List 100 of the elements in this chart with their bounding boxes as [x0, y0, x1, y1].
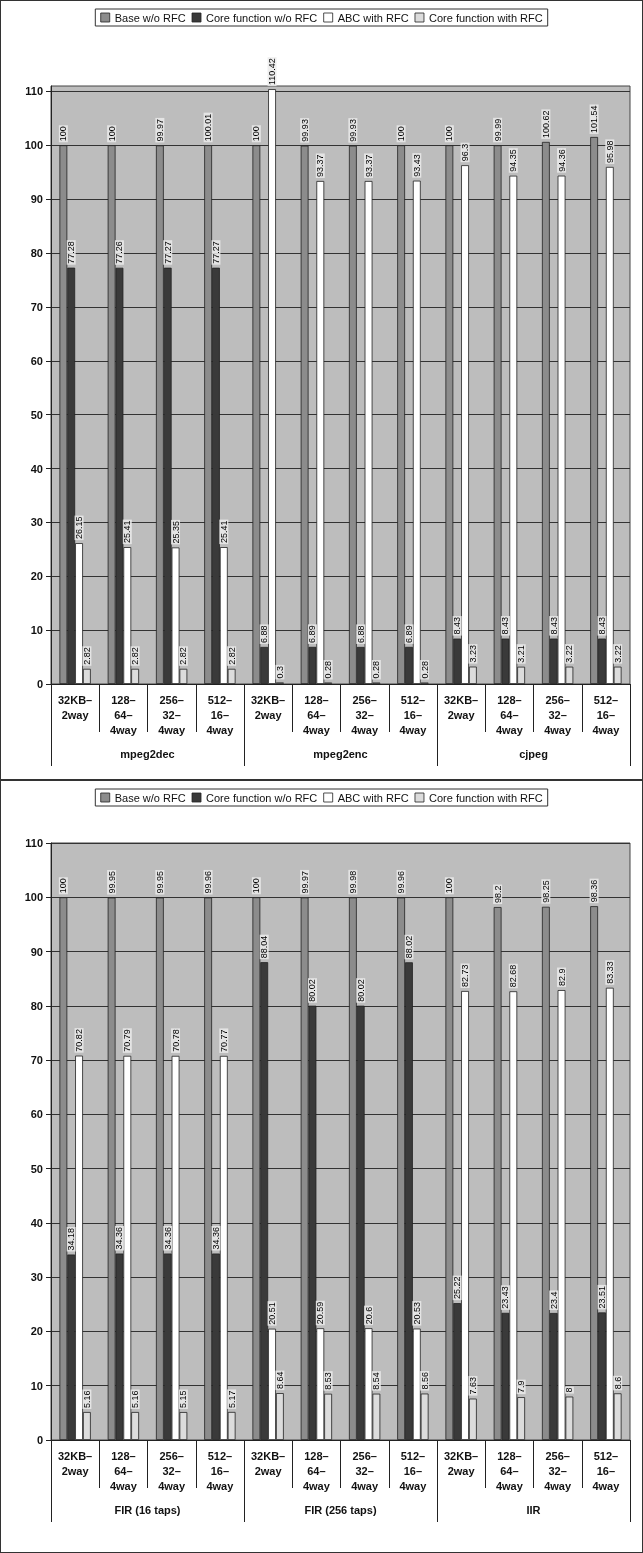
- data-label: 8.43: [500, 617, 511, 635]
- data-label: 8.43: [452, 617, 463, 635]
- y-tick-label: 100: [24, 139, 43, 152]
- data-label: 6.89: [307, 625, 318, 643]
- x-tick-label: 32KB–2way: [444, 1449, 479, 1477]
- text: FIR (16 taps): [114, 1503, 181, 1516]
- data-label: 110.42: [267, 58, 278, 86]
- data-label: 6.88: [259, 625, 270, 643]
- y-tick-label: 40: [30, 462, 43, 475]
- data-label: 5.15: [178, 1390, 189, 1409]
- data-label: 0.3: [274, 665, 285, 679]
- data-label: 99.95: [106, 871, 117, 894]
- data-label: 99.93: [299, 119, 310, 142]
- data-label: 80.02: [307, 979, 318, 1002]
- data-label: 100.01: [203, 113, 214, 142]
- data-label: 5.16: [130, 1390, 141, 1408]
- data-label: 2.82: [130, 647, 141, 665]
- data-label: 2.82: [178, 647, 189, 665]
- data-label: 100: [106, 126, 117, 142]
- data-label: 83.33: [604, 961, 615, 984]
- data-label: 3.21: [516, 645, 527, 663]
- data-label: 8.43: [548, 617, 559, 635]
- data-label: 3.22: [564, 645, 575, 663]
- x-tick-label: 128–64–4way: [109, 693, 138, 736]
- data-label: 3.23: [467, 645, 478, 663]
- data-label: 88.04: [259, 935, 270, 959]
- y-tick-label: 0: [36, 678, 43, 690]
- x-tick-label: 128–64–4way: [495, 693, 524, 736]
- data-label: 8.43: [596, 617, 607, 635]
- y-tick-label: 50: [30, 1162, 43, 1175]
- text: mpeg2enc: [313, 747, 368, 760]
- data-label: 25.22: [452, 1276, 463, 1300]
- x-tick-label: 32KB–2way: [251, 1449, 286, 1477]
- x-tick-label: 512–16–4way: [399, 1449, 428, 1492]
- data-label: 25.35: [170, 520, 181, 544]
- data-label: 3.22: [612, 645, 623, 663]
- data-label: 8.64: [274, 1371, 285, 1390]
- data-label: 34.36: [114, 1226, 125, 1250]
- data-label: 6.89: [403, 625, 414, 643]
- legend-label: ABC with RFC: [337, 791, 409, 804]
- data-label: 2.82: [81, 647, 92, 665]
- data-label: 77.26: [114, 241, 125, 264]
- text: cjpeg: [519, 747, 548, 760]
- y-tick-label: 90: [30, 945, 43, 958]
- data-label: 25.41: [122, 520, 133, 544]
- y-tick-label: 30: [30, 1271, 43, 1284]
- legend-label: ABC with RFC: [337, 11, 409, 24]
- data-label: 82.73: [460, 964, 471, 987]
- data-label: 7.9: [516, 1380, 527, 1394]
- data-label: 80.02: [355, 979, 366, 1002]
- data-label: 20.53: [411, 1302, 422, 1325]
- y-tick-label: 0: [36, 1434, 43, 1446]
- data-label: 93.37: [363, 154, 374, 177]
- data-label: 0.28: [371, 660, 382, 679]
- data-label: 23.51: [596, 1285, 607, 1309]
- x-tick-label: 512–16–4way: [592, 693, 621, 736]
- data-label: 34.36: [162, 1226, 173, 1250]
- y-tick-label: 110: [25, 85, 43, 98]
- data-label: 77.27: [162, 241, 173, 264]
- data-label: 23.4: [548, 1291, 559, 1309]
- data-label: 34.18: [66, 1227, 77, 1251]
- data-label: 100: [58, 126, 69, 142]
- y-tick-label: 100: [24, 891, 43, 904]
- data-label: 94.35: [508, 149, 519, 172]
- data-label: 98.2: [492, 885, 503, 904]
- data-label: 98.25: [540, 880, 551, 903]
- y-tick-label: 80: [30, 247, 43, 260]
- data-label: 101.54: [589, 105, 600, 133]
- y-tick-label: 60: [30, 354, 43, 367]
- x-tick-label: 128–64–4way: [302, 693, 331, 736]
- data-label: 98.36: [589, 879, 600, 903]
- data-label: 99.99: [492, 118, 503, 142]
- legend-label: Core function with RFC: [428, 791, 543, 804]
- y-tick-label: 90: [30, 193, 43, 206]
- legend-label: Base w/o RFC: [114, 11, 186, 24]
- data-label: 2.82: [226, 647, 237, 665]
- data-label: 93.43: [411, 154, 422, 177]
- y-tick-label: 110: [25, 837, 43, 849]
- data-label: 0.28: [419, 660, 430, 679]
- legend-label: Core function w/o RFC: [206, 11, 318, 24]
- x-tick-label: 256–32–4way: [351, 1449, 379, 1492]
- data-label: 20.6: [363, 1306, 374, 1325]
- x-tick-label: 256–32–4way: [158, 693, 186, 736]
- data-label: 100: [251, 878, 262, 894]
- data-label: 99.96: [203, 870, 214, 894]
- data-label: 8.54: [371, 1372, 382, 1390]
- x-tick-label: 32KB–2way: [58, 693, 93, 721]
- data-label: 20.59: [315, 1301, 326, 1325]
- data-label: 100: [58, 878, 69, 894]
- data-label: 8.53: [323, 1372, 334, 1390]
- data-label: 100: [444, 126, 455, 142]
- data-label: 88.02: [403, 935, 414, 959]
- data-label: 8: [564, 1387, 575, 1393]
- text: FIR (256 taps): [304, 1503, 377, 1516]
- x-tick-label: 32KB–2way: [58, 1449, 93, 1477]
- data-label: 70.78: [170, 1029, 181, 1052]
- data-label: 77.28: [66, 241, 77, 264]
- x-tick-label: 256–32–4way: [351, 693, 379, 736]
- data-label: 99.93: [347, 119, 358, 142]
- text: mpeg2dec: [120, 747, 175, 760]
